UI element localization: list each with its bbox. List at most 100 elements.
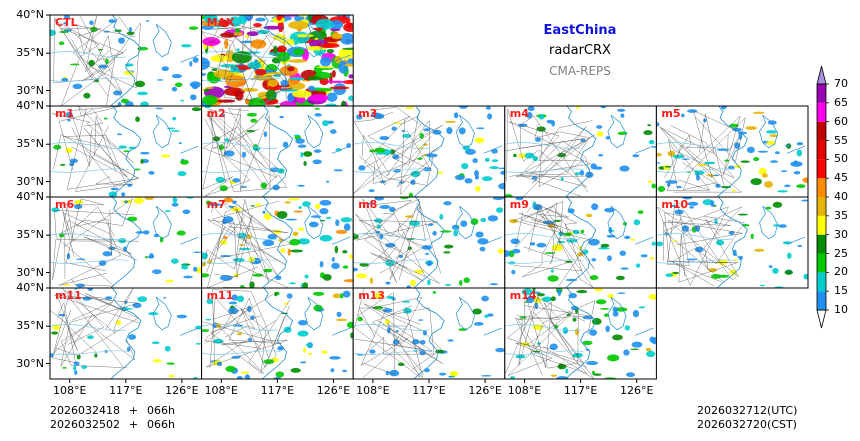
echo-cell xyxy=(76,258,86,261)
echo-cell xyxy=(620,113,625,118)
echo-cell xyxy=(513,153,517,158)
echo-cell xyxy=(289,249,304,253)
model-title: CMA-REPS xyxy=(549,64,611,78)
echo-cell xyxy=(332,70,336,78)
echo-cell xyxy=(784,270,793,275)
river xyxy=(656,142,733,149)
echo-cell xyxy=(98,260,107,266)
echo-cell xyxy=(459,280,463,286)
echo-cell xyxy=(284,201,292,204)
province-boundary xyxy=(216,22,293,102)
echo-cell xyxy=(231,324,244,327)
echo-cell xyxy=(687,201,699,206)
echo-cell xyxy=(612,306,618,313)
echo-cell xyxy=(672,154,685,159)
province-boundary xyxy=(362,307,435,357)
echo-cell xyxy=(629,348,640,351)
province-boundary xyxy=(78,106,104,132)
river xyxy=(201,142,278,149)
echo-cell xyxy=(172,116,177,121)
province-boundary xyxy=(518,123,590,176)
echo-cell xyxy=(796,184,806,189)
echo-cell xyxy=(205,86,214,89)
echo-cell xyxy=(334,245,339,254)
echo-cell xyxy=(343,223,351,231)
river xyxy=(353,233,430,240)
river xyxy=(504,350,584,355)
echo-cell xyxy=(557,241,566,244)
province-boundary xyxy=(52,206,140,280)
echo-cell xyxy=(171,202,179,207)
province-boundary xyxy=(61,17,132,106)
echo-cell xyxy=(589,329,598,336)
echo-cell xyxy=(728,230,735,236)
echo-cell xyxy=(681,225,690,232)
echo-cell xyxy=(446,127,453,135)
echo-cell xyxy=(765,206,772,210)
echo-cell xyxy=(321,350,328,354)
echo-cell xyxy=(201,72,207,76)
echo-cell xyxy=(746,146,755,154)
lat-tick-label: 35°N xyxy=(16,228,44,242)
province-boundary xyxy=(63,126,127,192)
echo-cell xyxy=(596,131,604,137)
echo-cell xyxy=(74,204,83,210)
echo-cell xyxy=(664,165,672,168)
echo-cell xyxy=(195,342,202,345)
echo-cell xyxy=(443,251,451,254)
echo-cell xyxy=(249,281,255,288)
echo-cell xyxy=(290,368,301,373)
echo-cell xyxy=(308,85,316,92)
echo-cell xyxy=(182,209,191,215)
echo-cell xyxy=(607,293,614,299)
echo-cell xyxy=(102,251,112,257)
echo-cell xyxy=(391,297,396,301)
province-boundary xyxy=(353,111,432,186)
province-boundary xyxy=(76,16,135,73)
echo-cell xyxy=(51,331,59,335)
echo-cell xyxy=(666,183,671,187)
echo-cell xyxy=(72,83,83,89)
echo-cell xyxy=(737,213,748,216)
lat-tick-label: 40°N xyxy=(16,8,44,21)
province-boundary xyxy=(517,305,591,369)
lat-tick-label: 30°N xyxy=(16,265,44,279)
echo-cell xyxy=(61,367,67,369)
echo-cell xyxy=(385,242,396,248)
echo-cell xyxy=(580,229,585,234)
river xyxy=(50,259,129,264)
echo-cell xyxy=(246,112,258,117)
echo-cell xyxy=(233,273,240,277)
lon-tick-label: 126°E xyxy=(316,384,351,397)
echo-cell xyxy=(410,170,421,178)
echo-cell xyxy=(193,376,199,379)
echo-cell xyxy=(436,171,444,174)
echo-cell xyxy=(335,148,342,152)
echo-cell xyxy=(228,16,242,27)
lon-tick-label: 108°E xyxy=(204,384,239,397)
echo-cell xyxy=(777,190,788,193)
echo-cell xyxy=(426,153,438,158)
province-boundary xyxy=(58,212,121,286)
echo-cell xyxy=(635,263,641,268)
echo-cell xyxy=(607,255,612,262)
echo-cell xyxy=(674,209,684,215)
echo-cell xyxy=(294,34,314,38)
echo-cell xyxy=(710,200,715,207)
province-boundary xyxy=(202,147,251,197)
colorbar-tick-label: 10 xyxy=(834,303,848,316)
echo-cell xyxy=(236,48,240,52)
lon-tick-label: 117°E xyxy=(109,384,143,397)
echo-cell xyxy=(564,330,568,333)
province-boundary xyxy=(224,112,266,157)
river xyxy=(50,168,129,173)
echo-cell xyxy=(356,114,363,120)
province-boundary xyxy=(667,200,736,280)
echo-cell xyxy=(202,94,218,106)
province-boundary xyxy=(363,303,433,352)
echo-cell xyxy=(713,174,720,177)
echo-cell xyxy=(656,152,663,157)
province-boundary xyxy=(659,113,715,191)
coastline xyxy=(261,288,294,379)
